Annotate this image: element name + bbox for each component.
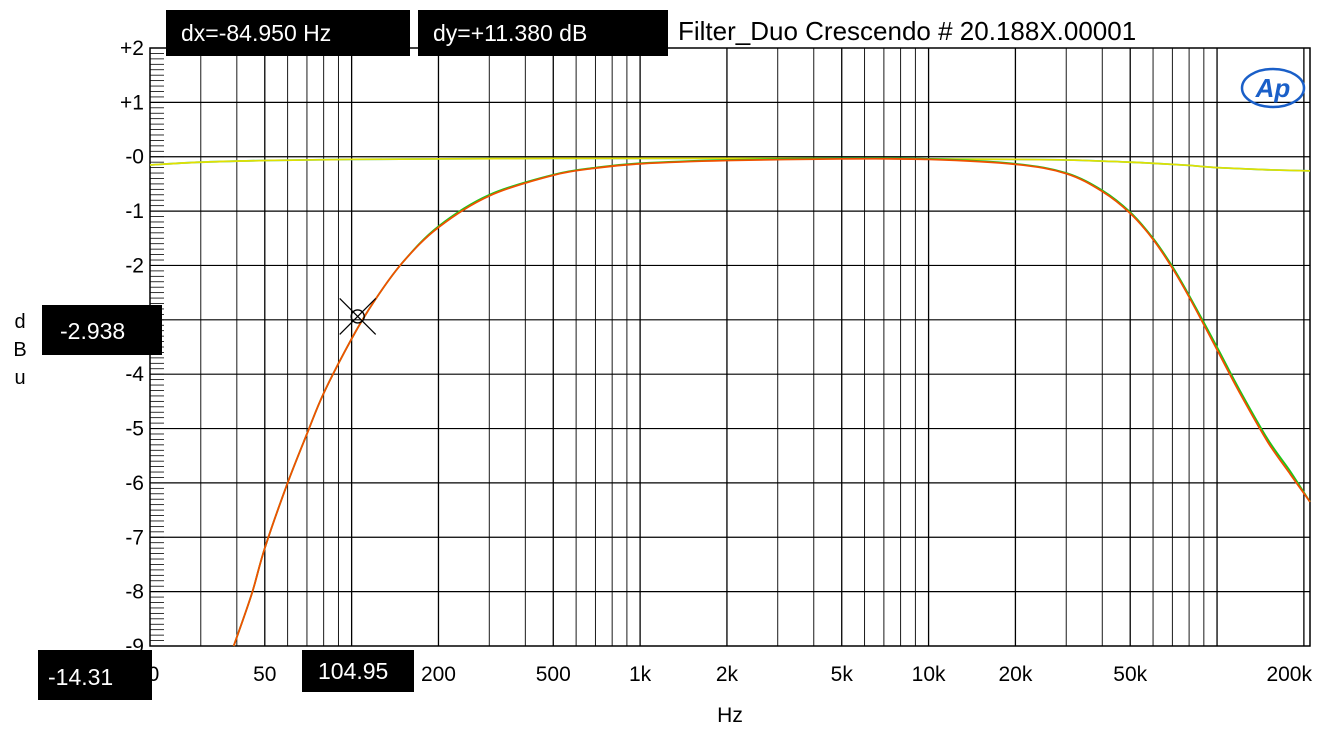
x-tick-label: 50k (1113, 663, 1147, 686)
series-line (232, 157, 1311, 647)
dx-readout: dx=-84.950 Hz (166, 10, 410, 56)
x-cursor-readout: 104.95 (302, 650, 414, 692)
cursor-cross-line (339, 298, 377, 335)
x-tick-label: 50 (253, 663, 276, 686)
y-axis-label-char: u (14, 367, 26, 389)
series-layer (149, 157, 1311, 647)
y-tick-label: -2 (125, 254, 144, 277)
ap-logo-icon: Ap (1240, 67, 1306, 109)
y-tick-labels: +2+1-0-1-2-4-5-6-7-8-9 (120, 37, 144, 658)
x-tick-label: 1k (629, 663, 652, 686)
x-tick-label: 200k (1266, 663, 1312, 686)
x-min-readout: -14.31 (38, 650, 152, 700)
y-tick-label: -5 (125, 418, 144, 441)
x-axis-label: Hz (717, 704, 743, 727)
y-cursor-readout: -2.938 (42, 305, 162, 355)
cursor-marker (339, 298, 377, 335)
x-tick-label: 500 (536, 663, 571, 686)
y-tick-label: +1 (120, 91, 144, 114)
cursor-ring (350, 309, 365, 324)
x-tick-label: 20k (998, 663, 1032, 686)
y-axis-label-char: B (13, 339, 27, 361)
y-tick-label: -6 (125, 472, 144, 495)
x-tick-label: 200 (421, 663, 456, 686)
y-axis-label: d B u (8, 308, 32, 392)
x-tick-label: 2k (716, 663, 739, 686)
dy-readout: dy=+11.380 dB (418, 10, 668, 56)
y-tick-label: -1 (125, 200, 144, 223)
ap-logo-text: Ap (1255, 73, 1291, 103)
major-gridlines (150, 48, 1310, 646)
y-tick-label: -7 (125, 526, 144, 549)
series-line (232, 157, 1311, 647)
y-tick-label: -0 (125, 146, 144, 169)
y-axis-label-char: d (14, 311, 26, 333)
x-tick-label: 5k (831, 663, 854, 686)
x-tick-labels: 20502005001k2k5k10k20k50k200k (136, 663, 1312, 686)
chart-title: Filter_Duo Crescendo # 20.188X.00001 (678, 16, 1137, 46)
x-tick-label: 10k (912, 663, 946, 686)
y-tick-label: -8 (125, 581, 144, 604)
y-tick-label: +2 (120, 37, 144, 60)
y-tick-label: -4 (125, 363, 144, 386)
minor-gridlines (200, 48, 1205, 646)
